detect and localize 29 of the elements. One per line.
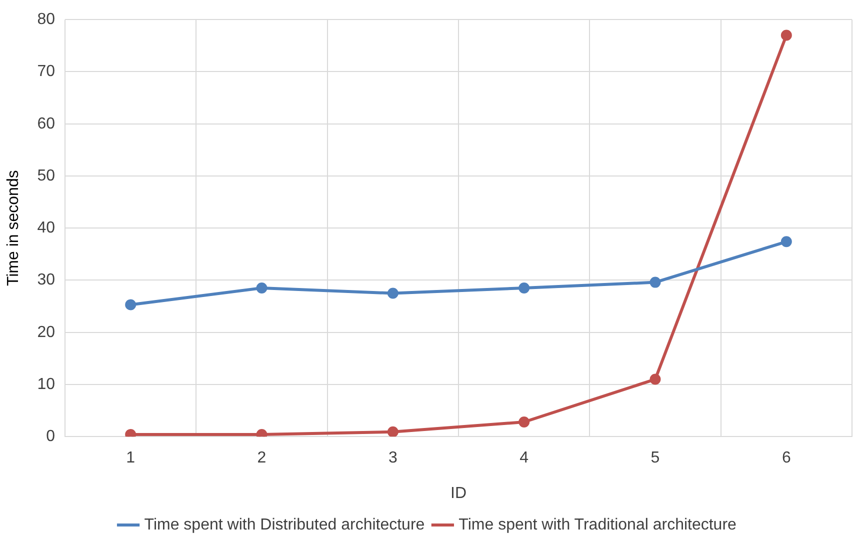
y-axis-title: Time in seconds [5,170,22,286]
y-tick-label: 80 [37,11,56,28]
y-tick-label: 20 [37,324,56,341]
y-tick-label: 50 [37,167,56,184]
y-tick-label: 60 [37,115,56,132]
x-tick-label: 2 [257,450,266,467]
point [780,236,792,248]
legend-label: Time spent with Distributed architecture [144,516,425,534]
x-tick-label: 4 [520,450,529,467]
y-tick-label: 70 [37,63,56,80]
point [387,288,398,299]
point [780,30,792,41]
point [650,276,661,288]
legend-label: Time spent with Traditional architecture [458,516,737,534]
y-tick-label: 40 [37,220,56,237]
x-axis-title: ID [450,484,466,502]
x-tick-label: 3 [388,450,398,467]
point [125,299,136,310]
point [650,374,661,385]
y-tick-label: 10 [37,376,56,393]
point [518,416,530,428]
point [256,282,268,294]
point [387,426,398,437]
x-tick-label: 1 [126,450,136,467]
x-tick-label: 6 [782,450,791,467]
point [518,282,530,294]
y-tick-label: 30 [37,272,56,289]
x-tick-label: 5 [650,450,660,467]
y-tick-label: 0 [46,428,56,446]
